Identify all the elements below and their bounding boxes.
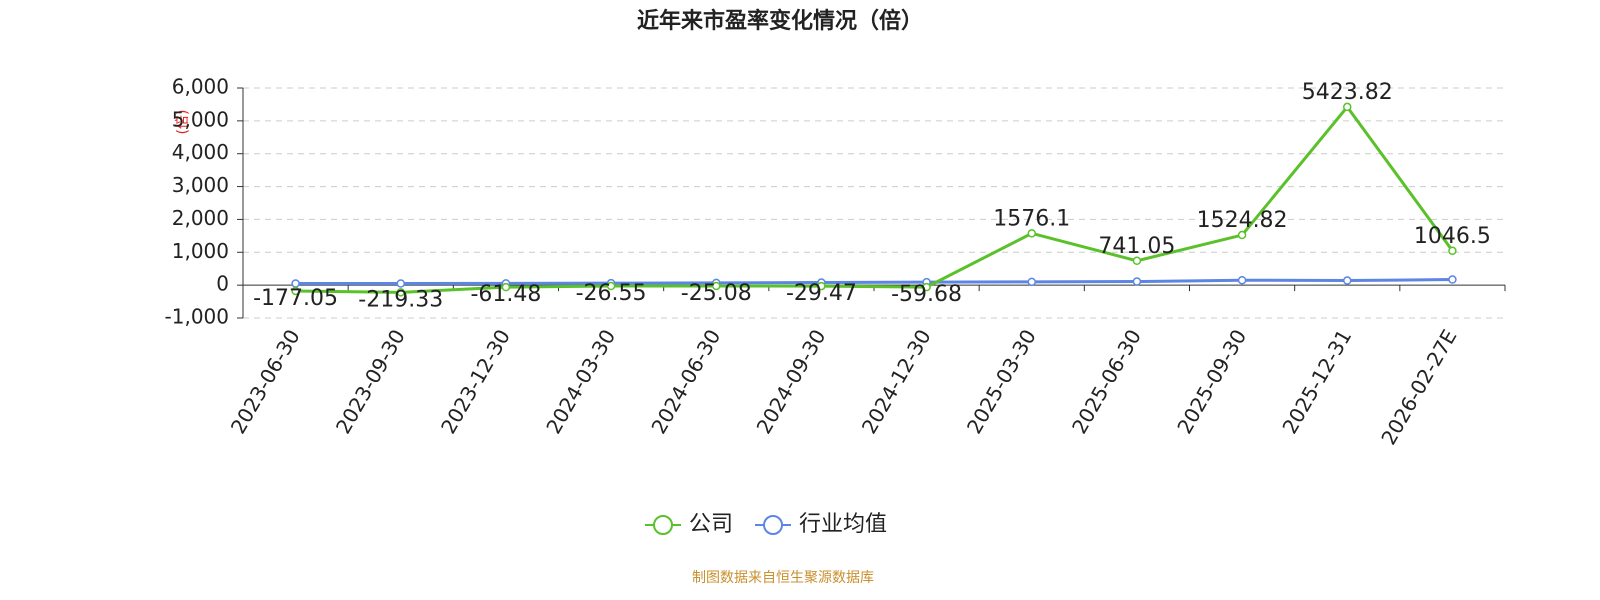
- legend-marker: [653, 515, 673, 535]
- x-tick-label: 2023-09-30: [331, 325, 410, 438]
- x-tick-label: 2023-06-30: [226, 325, 305, 438]
- data-label: 1576.1: [993, 206, 1070, 231]
- point: [817, 281, 826, 291]
- point: [1027, 229, 1036, 238]
- data-label: 5423.82: [1302, 80, 1393, 105]
- data-label: 1046.5: [1414, 224, 1491, 249]
- x-tick-label: 2025-06-30: [1067, 325, 1146, 438]
- point: [712, 281, 721, 291]
- data-label: -61.48: [470, 282, 541, 307]
- x-tick-label: 2023-12-30: [436, 325, 515, 438]
- y-tick-label: 3,000: [172, 173, 229, 197]
- x-tick-label: 2025-09-30: [1172, 325, 1251, 438]
- x-tick-label: 2024-12-30: [857, 325, 936, 438]
- point: [1237, 230, 1247, 240]
- point: [1132, 277, 1142, 286]
- x-tick-label: 2025-03-30: [962, 325, 1041, 438]
- y-tick-label: 2,000: [172, 206, 229, 230]
- y-tick-label: 5,000: [172, 107, 229, 131]
- point: [1237, 275, 1247, 285]
- data-label: -25.08: [681, 281, 752, 306]
- data-label: -26.55: [576, 281, 647, 306]
- point: [396, 288, 405, 297]
- data-label: -29.47: [786, 281, 857, 306]
- legend-marker: [763, 515, 784, 535]
- x-tick-label: 2024-06-30: [646, 325, 725, 438]
- x-tick-label: 2025-12-31: [1277, 325, 1356, 438]
- y-tick-label: 4,000: [172, 140, 229, 164]
- point: [291, 286, 300, 296]
- point: [1448, 275, 1457, 284]
- legend-label: 行业均值: [799, 512, 887, 537]
- legend-item[interactable]: 公司: [645, 512, 733, 537]
- y-axis-label: (倍): [175, 110, 191, 135]
- point: [1027, 277, 1036, 287]
- y-tick-label: 6,000: [172, 75, 229, 99]
- point: [1343, 102, 1352, 112]
- x-tick-label: 2024-03-30: [541, 325, 620, 438]
- data-label: -59.68: [891, 282, 962, 307]
- y-tick-label: 1,000: [172, 239, 229, 263]
- data-label: -219.33: [358, 287, 443, 312]
- x-tick-label: 2026-02-27E: [1376, 325, 1461, 449]
- x-tick-label: 2024-09-30: [752, 325, 831, 438]
- legend-item[interactable]: 行业均值: [755, 512, 887, 537]
- point: [922, 282, 931, 292]
- y-tick-label: -1,000: [165, 305, 229, 329]
- point: [1343, 276, 1352, 285]
- legend-label: 公司: [689, 512, 733, 537]
- series-line: [295, 278, 1453, 285]
- data-label: -177.05: [253, 286, 338, 311]
- data-label: 741.05: [1098, 234, 1175, 259]
- point: [1448, 246, 1457, 256]
- point: [606, 281, 616, 291]
- point: [1132, 256, 1142, 266]
- chart-title: 近年来市盈率变化情况（倍）: [637, 8, 923, 34]
- y-tick-label: 0: [216, 272, 229, 296]
- point: [501, 282, 511, 292]
- series-line: [295, 104, 1454, 294]
- point: [396, 279, 405, 288]
- data-label: 1524.82: [1197, 208, 1288, 233]
- source-note: 制图数据来自恒生聚源数据库: [692, 570, 874, 586]
